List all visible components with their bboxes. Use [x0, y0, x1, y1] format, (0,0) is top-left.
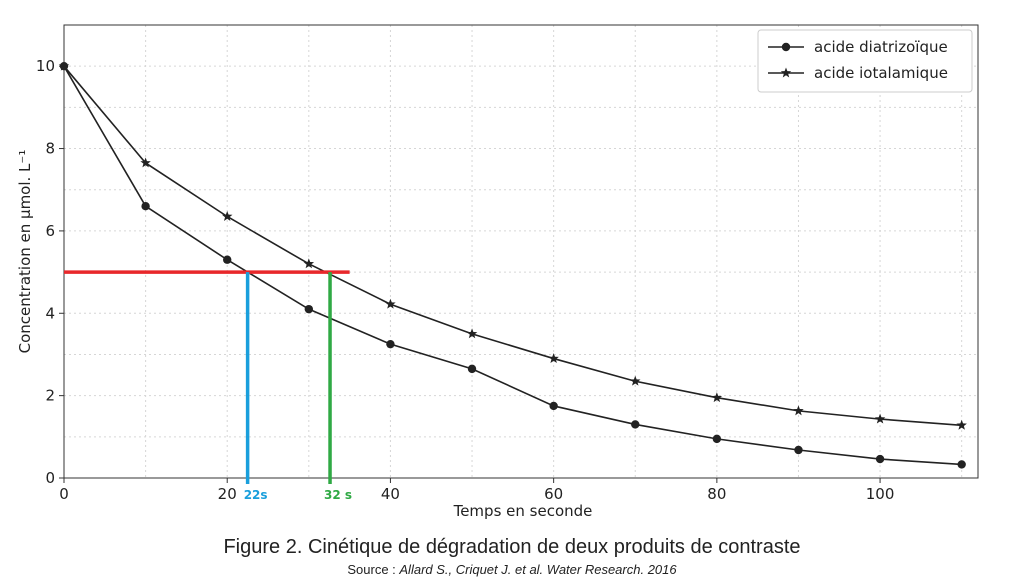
data-point-iotalamique [793, 405, 804, 416]
data-point-diatrizoique [712, 434, 722, 444]
y-tick-label: 8 [45, 140, 55, 158]
time-marker-label-1: 22s [244, 488, 268, 502]
data-point-diatrizoique [386, 339, 395, 349]
legend-box [757, 29, 973, 93]
data-point-iotalamique [466, 328, 478, 339]
data-point-iotalamique [630, 375, 641, 386]
data-point-iotalamique [874, 413, 886, 424]
data-point-iotalamique [956, 419, 967, 430]
data-point-diatrizoique [875, 454, 885, 464]
data-point-diatrizoique [957, 460, 966, 469]
data-point-iotalamique [140, 157, 151, 168]
data-point-diatrizoique [794, 445, 803, 455]
x-tick-label: 80 [707, 485, 726, 503]
time-marker-label-2: 32 s [324, 488, 352, 502]
x-tick-label: 0 [59, 485, 69, 503]
legend-marker-circle [781, 42, 791, 52]
data-point-diatrizoique [223, 255, 232, 264]
x-tick-label: 60 [544, 485, 563, 503]
x-tick-label: 40 [381, 485, 400, 503]
y-tick-label: 6 [45, 222, 55, 240]
data-point-diatrizoique [631, 420, 640, 429]
figure-source: Source : Allard S., Criquet J. et al. Wa… [0, 562, 1024, 577]
plot-frame [63, 24, 979, 479]
data-point-iotalamique [303, 258, 315, 269]
legend-label-2: acide iotalamique [814, 64, 948, 82]
figure-caption: Figure 2. Cinétique de dégradation de de… [223, 536, 801, 558]
series-line-1 [63, 65, 962, 466]
series-line-2 [63, 65, 962, 427]
data-point-iotalamique [385, 298, 396, 309]
data-point-diatrizoique [467, 364, 477, 374]
legend-marker-star [780, 67, 792, 78]
source-reference: Allard S., Criquet J. et al. Water Resea… [399, 562, 677, 577]
y-tick-label: 0 [45, 469, 55, 487]
data-point-diatrizoique [549, 401, 558, 411]
data-point-diatrizoique [304, 304, 314, 314]
y-tick-label: 4 [45, 304, 55, 322]
x-axis-label: Temps en seconde [453, 502, 593, 520]
concentration-chart: 0 20 40 60 80 100 0 2 4 6 8 10 Temps en seconde Conce… [16, 24, 979, 520]
y-axis-label: Concentration en µmol. L⁻¹ [16, 150, 34, 354]
y-tick-label: 10 [36, 57, 55, 75]
data-point-iotalamique [58, 60, 70, 71]
source-prefix: Source : [347, 562, 400, 577]
data-point-iotalamique [548, 353, 559, 364]
data-point-diatrizoique [141, 202, 150, 211]
y-tick-label: 2 [45, 387, 55, 405]
x-tick-label: 100 [866, 485, 895, 503]
legend-label-1: acide diatrizoïque [814, 38, 948, 56]
data-point-iotalamique [221, 211, 233, 221]
data-point-iotalamique [711, 392, 723, 403]
x-tick-label: 20 [218, 485, 237, 503]
